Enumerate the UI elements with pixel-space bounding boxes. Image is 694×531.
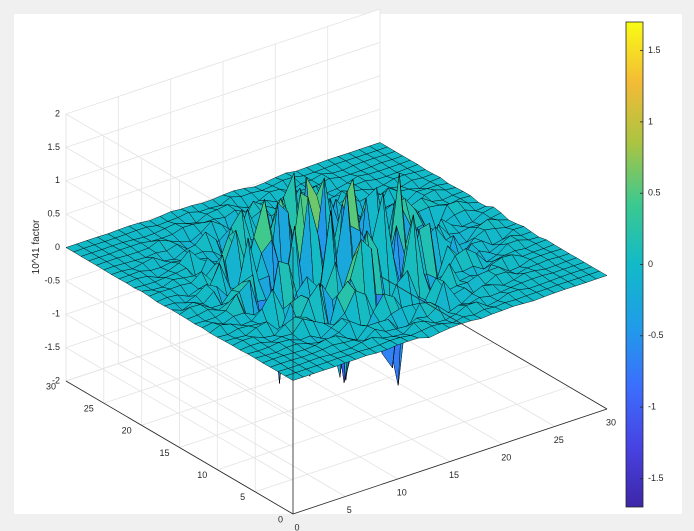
grid-line-z-left bbox=[65, 313, 294, 448]
right-floor-edge bbox=[379, 275, 608, 410]
x-tick-label: 30 bbox=[606, 417, 616, 427]
grid-line-z-back bbox=[65, 108, 381, 215]
z-tick-label: 2 bbox=[55, 108, 60, 118]
z-tick-label: -0.5 bbox=[44, 275, 60, 285]
y-tick-label: 25 bbox=[84, 404, 94, 414]
grid-line-y-floor bbox=[217, 364, 532, 471]
z-tick-label: -1 bbox=[52, 309, 60, 319]
y-tick-label: 0 bbox=[278, 514, 283, 524]
x-tick-label: 20 bbox=[501, 452, 511, 462]
grid-line-z-back bbox=[65, 8, 381, 115]
x-tick-label: 15 bbox=[449, 470, 459, 480]
colorbar-tick-label: -0.5 bbox=[648, 330, 664, 340]
axis-lines bbox=[65, 247, 608, 515]
z-tick-label: 1.5 bbox=[47, 142, 60, 152]
x-tick-label: 0 bbox=[294, 522, 299, 531]
grid-line-y-floor bbox=[179, 342, 494, 448]
colorbar-tick-label: 1 bbox=[648, 116, 653, 126]
z-tick-label: -2 bbox=[52, 375, 60, 385]
z-tick-label: -1.5 bbox=[44, 342, 60, 352]
x-tick-label: 25 bbox=[554, 435, 564, 445]
surface-mesh bbox=[65, 142, 608, 386]
colorbar-tick-label: 0 bbox=[648, 259, 653, 269]
colorbar-tick-label: 1.5 bbox=[648, 45, 661, 55]
z-tick-label: 1 bbox=[55, 175, 60, 185]
y-tick-label: 10 bbox=[197, 470, 207, 480]
grid-line-z-left bbox=[65, 347, 294, 481]
colorbar-tick-label: -1.5 bbox=[648, 473, 664, 483]
z-tick-label: 0 bbox=[55, 242, 60, 252]
colorbar-tick-label: -1 bbox=[648, 401, 656, 411]
y-tick-label: 15 bbox=[159, 448, 169, 458]
x-axis-line bbox=[292, 408, 608, 515]
y-tick-label: 30 bbox=[46, 381, 56, 391]
grid-line-z-back bbox=[65, 75, 381, 182]
y-tick-label: 20 bbox=[122, 426, 132, 436]
z-axis-label: 10^41 factor bbox=[31, 219, 42, 274]
tick-labels: 051015202530051015202530-2-1.5-1-0.500.5… bbox=[44, 108, 616, 531]
colorbar: 1.5 1 0.5 0 -0.5 -1 -1.5 bbox=[625, 21, 664, 508]
grid-line-z-left bbox=[65, 280, 294, 415]
grid-line-y-floor bbox=[255, 386, 570, 493]
x-tick-label: 10 bbox=[397, 487, 407, 497]
surface-patch bbox=[588, 270, 608, 280]
y-tick-label: 5 bbox=[240, 492, 245, 502]
colorbar-tick-label: 0.5 bbox=[648, 188, 661, 198]
y-axis-line bbox=[65, 380, 294, 515]
grid-line-z-back bbox=[65, 42, 381, 148]
z-tick-label: 0.5 bbox=[47, 208, 60, 218]
x-tick-label: 5 bbox=[347, 505, 352, 515]
